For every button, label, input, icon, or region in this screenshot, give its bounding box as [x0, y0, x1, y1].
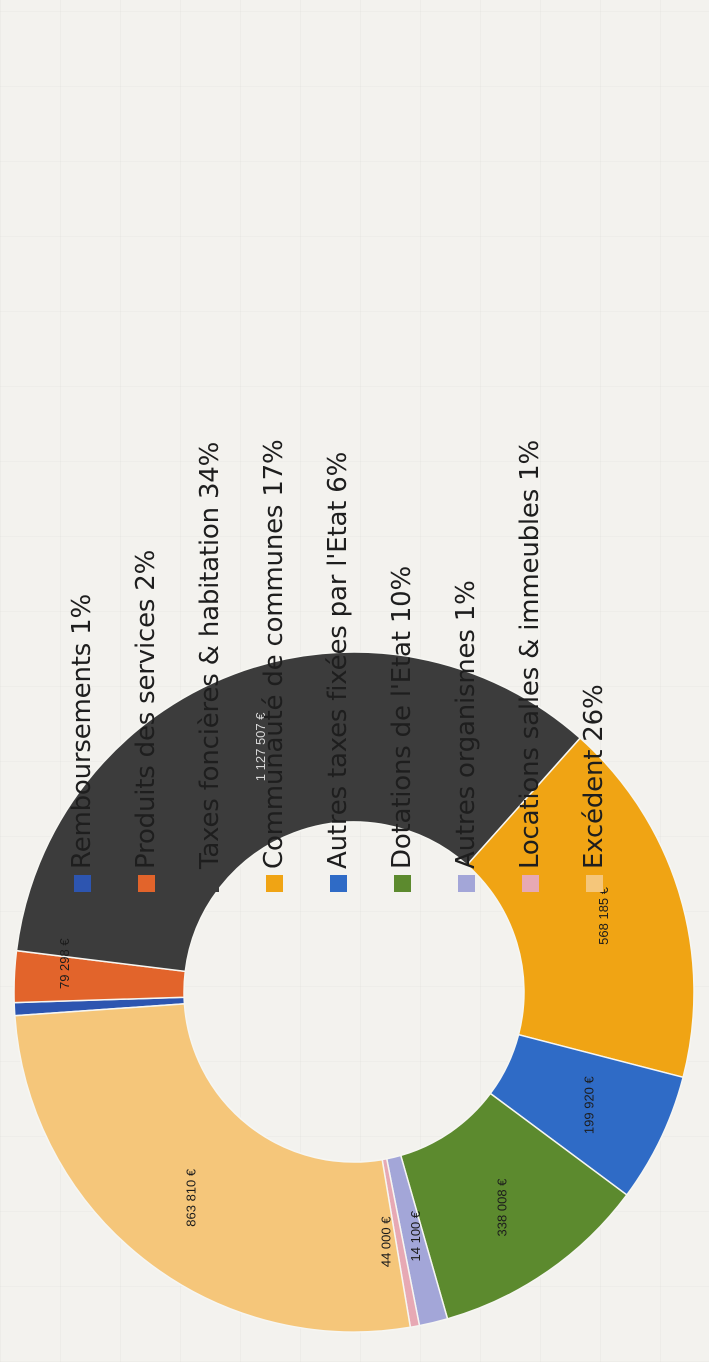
slice-9	[14, 1003, 412, 1333]
legend-item: Autres organismes 1%	[446, 580, 486, 892]
legend-label: Dotations de l'Etat 10%	[387, 565, 417, 869]
legend-swatch	[329, 875, 347, 892]
legend-swatch	[201, 875, 219, 892]
legend-label: Taxes foncières & habitation 34%	[195, 441, 225, 869]
legend-swatch	[265, 875, 283, 892]
legend-item: Locations salles & immeubles 1%	[510, 440, 550, 892]
donut-data-labels: 79 298 € 1 127 507 € 568 185 € 199 920 € 338…	[57, 712, 611, 1267]
legend-item: Remboursements 1%	[62, 594, 102, 892]
data-label-2: 79 298 €	[57, 938, 72, 989]
legend-label: Autres organismes 1%	[451, 580, 481, 869]
legend-label: Excédent 26%	[579, 684, 609, 869]
legend-swatch	[585, 875, 603, 892]
legend-swatch	[393, 875, 411, 892]
legend-label: Communauté de communes 17%	[259, 439, 289, 869]
data-label-7: 44 000 €	[378, 1216, 393, 1267]
legend-item: Dotations de l'Etat 10%	[382, 566, 422, 892]
legend-item: Excédent 26%	[574, 685, 614, 892]
donut-chart: 79 298 € 1 127 507 € 568 185 € 199 920 € 338…	[13, 651, 695, 1333]
legend-item: Taxes foncières & habitation 34%	[190, 442, 230, 892]
legend-label: Remboursements 1%	[67, 594, 97, 869]
chart-legend: Remboursements 1% Produits des services 2…	[62, 12, 662, 892]
slice-3	[15, 651, 582, 973]
legend-item: Autres taxes fixées par l'Etat 6%	[318, 452, 358, 892]
legend-label: Produits des services 2%	[131, 549, 161, 869]
legend-item: Produits des services 2%	[126, 550, 166, 892]
data-label-5: 199 920 €	[582, 1075, 597, 1134]
data-label-3: 1 127 507 €	[253, 712, 268, 781]
data-label-8: 14 100 €	[408, 1210, 423, 1261]
legend-swatch	[457, 875, 475, 892]
legend-swatch	[521, 875, 539, 892]
data-label-6: 338 008 €	[494, 1178, 509, 1237]
legend-swatch	[73, 875, 91, 892]
data-label-9: 863 810 €	[183, 1168, 198, 1227]
data-label-4: 568 185 €	[596, 886, 611, 945]
legend-label: Locations salles & immeubles 1%	[515, 440, 545, 869]
legend-label: Autres taxes fixées par l'Etat 6%	[323, 451, 353, 869]
donut-slices	[13, 651, 695, 1333]
legend-swatch	[137, 875, 155, 892]
slice-4	[466, 737, 695, 1079]
legend-item: Communauté de communes 17%	[254, 439, 294, 892]
